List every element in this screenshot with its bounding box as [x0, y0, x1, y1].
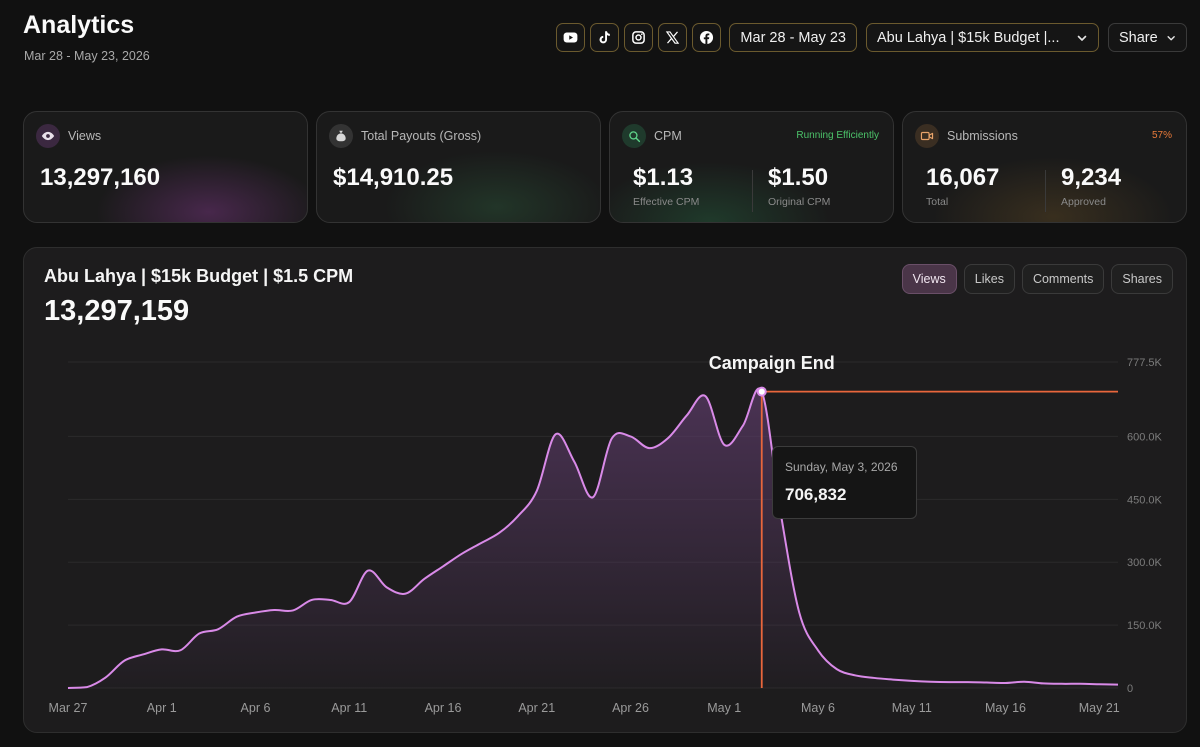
page-title: Analytics [23, 11, 135, 39]
tiktok-filter-button[interactable] [590, 23, 620, 52]
tooltip-date: Sunday, May 3, 2026 [785, 460, 898, 474]
x-tick-label: May 16 [985, 701, 1026, 715]
y-tick-label: 777.5K [1127, 357, 1163, 369]
x-tick-label: May 21 [1079, 701, 1120, 715]
x-tick-label: Apr 6 [241, 701, 271, 715]
cpm-card: CPM Running Efficiently $1.13 Effective … [609, 111, 894, 223]
chart-campaign-title: Abu Lahya | $15k Budget | $1.5 CPM [44, 266, 354, 286]
approval-rate-badge: 57% [1151, 130, 1172, 141]
x-icon [666, 31, 680, 44]
total-submissions-value: 16,067 [926, 164, 1000, 191]
tab-shares[interactable]: Shares [1111, 264, 1173, 294]
x-tick-label: Apr 1 [147, 701, 177, 715]
campaign-select[interactable]: Abu Lahya | $15k Budget |... [866, 23, 1099, 52]
y-tick-label: 150.0K [1127, 620, 1163, 632]
tab-views[interactable]: Views [901, 264, 957, 294]
y-tick-label: 600.0K [1127, 431, 1163, 443]
youtube-icon [564, 32, 578, 43]
divider [752, 170, 753, 212]
date-range-button[interactable]: Mar 28 - May 23 [729, 23, 857, 52]
y-tick-label: 300.0K [1127, 557, 1163, 569]
x-tick-label: Apr 26 [612, 701, 649, 715]
toolbar: Mar 28 - May 23 Abu Lahya | $15k Budget … [556, 23, 1187, 52]
date-subtitle: Mar 28 - May 23, 2026 [24, 49, 150, 63]
effective-cpm-value: $1.13 [633, 164, 694, 191]
submissions-card: Submissions 57% 16,067 Total 9,234 Appro… [902, 111, 1187, 223]
views-area [68, 388, 1118, 688]
original-cpm-label: Original CPM [768, 196, 831, 208]
y-tick-label: 0 [1127, 683, 1133, 695]
youtube-filter-button[interactable] [556, 23, 586, 52]
original-cpm-value: $1.50 [768, 164, 829, 191]
share-label: Share [1119, 29, 1158, 46]
chart-total-value: 13,297,159 [44, 295, 190, 327]
cpm-status-badge: Running Efficiently [796, 130, 879, 141]
effective-cpm-label: Effective CPM [633, 196, 700, 208]
instagram-filter-button[interactable] [624, 23, 654, 52]
chart-tooltip: Sunday, May 3, 2026 706,832 [772, 446, 917, 519]
chevron-down-icon [1077, 35, 1087, 41]
approved-submissions-label: Approved [1061, 196, 1106, 208]
x-tick-label: Apr 11 [331, 701, 367, 715]
facebook-filter-button[interactable] [692, 23, 722, 52]
tab-likes[interactable]: Likes [963, 264, 1015, 294]
views-line [67, 387, 1119, 689]
chevron-down-icon [1167, 35, 1175, 40]
campaign-end-label: Campaign End [709, 353, 835, 373]
submissions-label: Submissions [947, 129, 1018, 143]
payouts-card: Total Payouts (Gross) $14,910.25 [316, 111, 601, 223]
x-tick-label: May 1 [707, 701, 741, 715]
search-icon [622, 124, 646, 148]
payouts-label: Total Payouts (Gross) [361, 129, 482, 143]
instagram-icon [632, 31, 646, 44]
metric-tabs: Views Likes Comments Shares [901, 264, 1173, 294]
x-tick-label: Apr 16 [425, 701, 462, 715]
cpm-label: CPM [654, 129, 682, 143]
tooltip-value: 706,832 [785, 485, 847, 504]
approved-submissions-value: 9,234 [1061, 164, 1122, 191]
x-filter-button[interactable] [658, 23, 688, 52]
y-tick-label: 450.0K [1127, 494, 1163, 506]
eye-icon [36, 124, 60, 148]
share-button[interactable]: Share [1108, 23, 1187, 52]
x-tick-label: May 6 [801, 701, 835, 715]
x-tick-label: Apr 21 [518, 701, 555, 715]
views-card: Views 13,297,160 [23, 111, 308, 223]
total-submissions-label: Total [926, 196, 949, 208]
video-icon [915, 124, 939, 148]
x-tick-label: Mar 27 [49, 701, 88, 715]
divider [1045, 170, 1046, 212]
views-value: 13,297,160 [40, 164, 161, 191]
money-bag-icon [329, 124, 353, 148]
views-label: Views [68, 129, 102, 143]
tiktok-icon [599, 31, 611, 44]
facebook-icon [700, 30, 714, 45]
payouts-value: $14,910.25 [333, 164, 454, 191]
campaign-end-point [756, 386, 767, 397]
campaign-select-value: Abu Lahya | $15k Budget |... [877, 29, 1060, 46]
date-range-label: Mar 28 - May 23 [740, 29, 846, 46]
x-tick-label: May 11 [892, 701, 932, 715]
tab-comments[interactable]: Comments [1021, 264, 1105, 294]
